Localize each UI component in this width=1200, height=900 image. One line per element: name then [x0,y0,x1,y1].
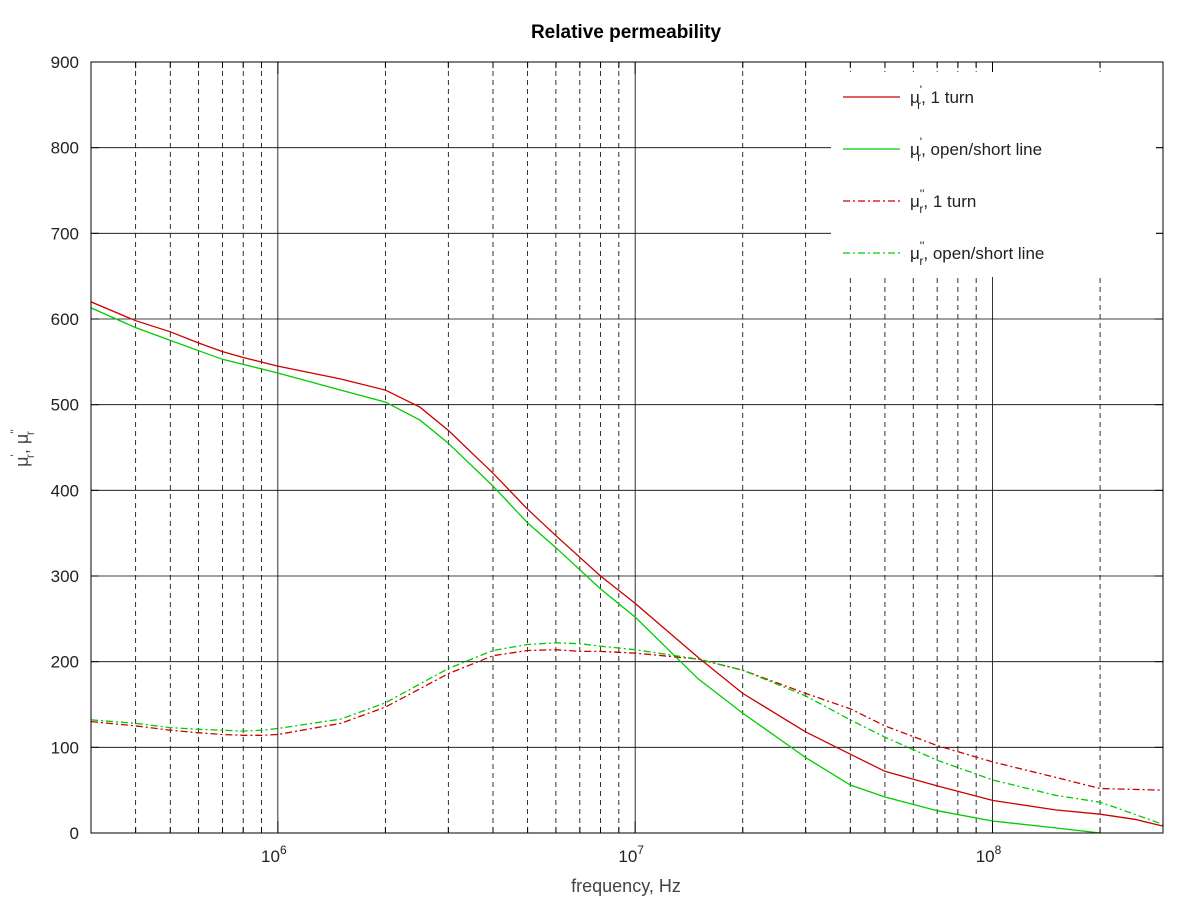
y-tick-label: 900 [51,53,79,72]
grid-layer [90,61,1164,834]
y-tick-label: 400 [51,481,79,500]
y-tick-label: 300 [51,567,79,586]
x-tick-label: 106 [261,843,287,866]
legend-entry-2: μ' r, open/short line [910,135,1042,164]
series-line-2 [90,307,1101,834]
y-tick-label: 700 [51,224,79,243]
y-tick-label: 200 [51,653,79,672]
y-axis-label-group: μ'r, μ''r [8,429,37,467]
legend-background [831,72,1156,277]
legend-entry-1: μ' r, 1 turn [910,83,974,112]
x-tick-label: 107 [618,843,644,866]
x-axis-label: frequency, Hz [571,876,681,896]
y-tick-label: 100 [51,738,79,757]
series-line-3 [90,649,1164,791]
y-axis-label-text: μ'r, μ''r [8,429,37,467]
series-layer [90,301,1164,834]
chart-title: Relative permeability [531,22,722,43]
y-tick-label: 600 [51,310,79,329]
legend: μ' r, 1 turn μ' r, open/short line μ'' r, 1 t… [831,72,1156,277]
series-line-4 [90,642,1164,826]
y-tick-label: 800 [51,139,79,158]
tick-labels: 0 100 200 300 400 500 600 700 800 900 106 107 108 [51,53,1002,866]
plot-border [90,61,1164,834]
y-axis-label: μ'r, μ''r [8,429,37,467]
series-line-1 [90,301,1164,827]
legend-entry-4: μ'' r, open/short line [910,239,1044,268]
legend-entry-3: μ'' r, 1 turn [910,187,976,216]
y-tick-label: 0 [70,824,79,843]
x-tick-label: 108 [976,843,1002,866]
plot-frame [90,61,1164,834]
y-tick-label: 500 [51,396,79,415]
